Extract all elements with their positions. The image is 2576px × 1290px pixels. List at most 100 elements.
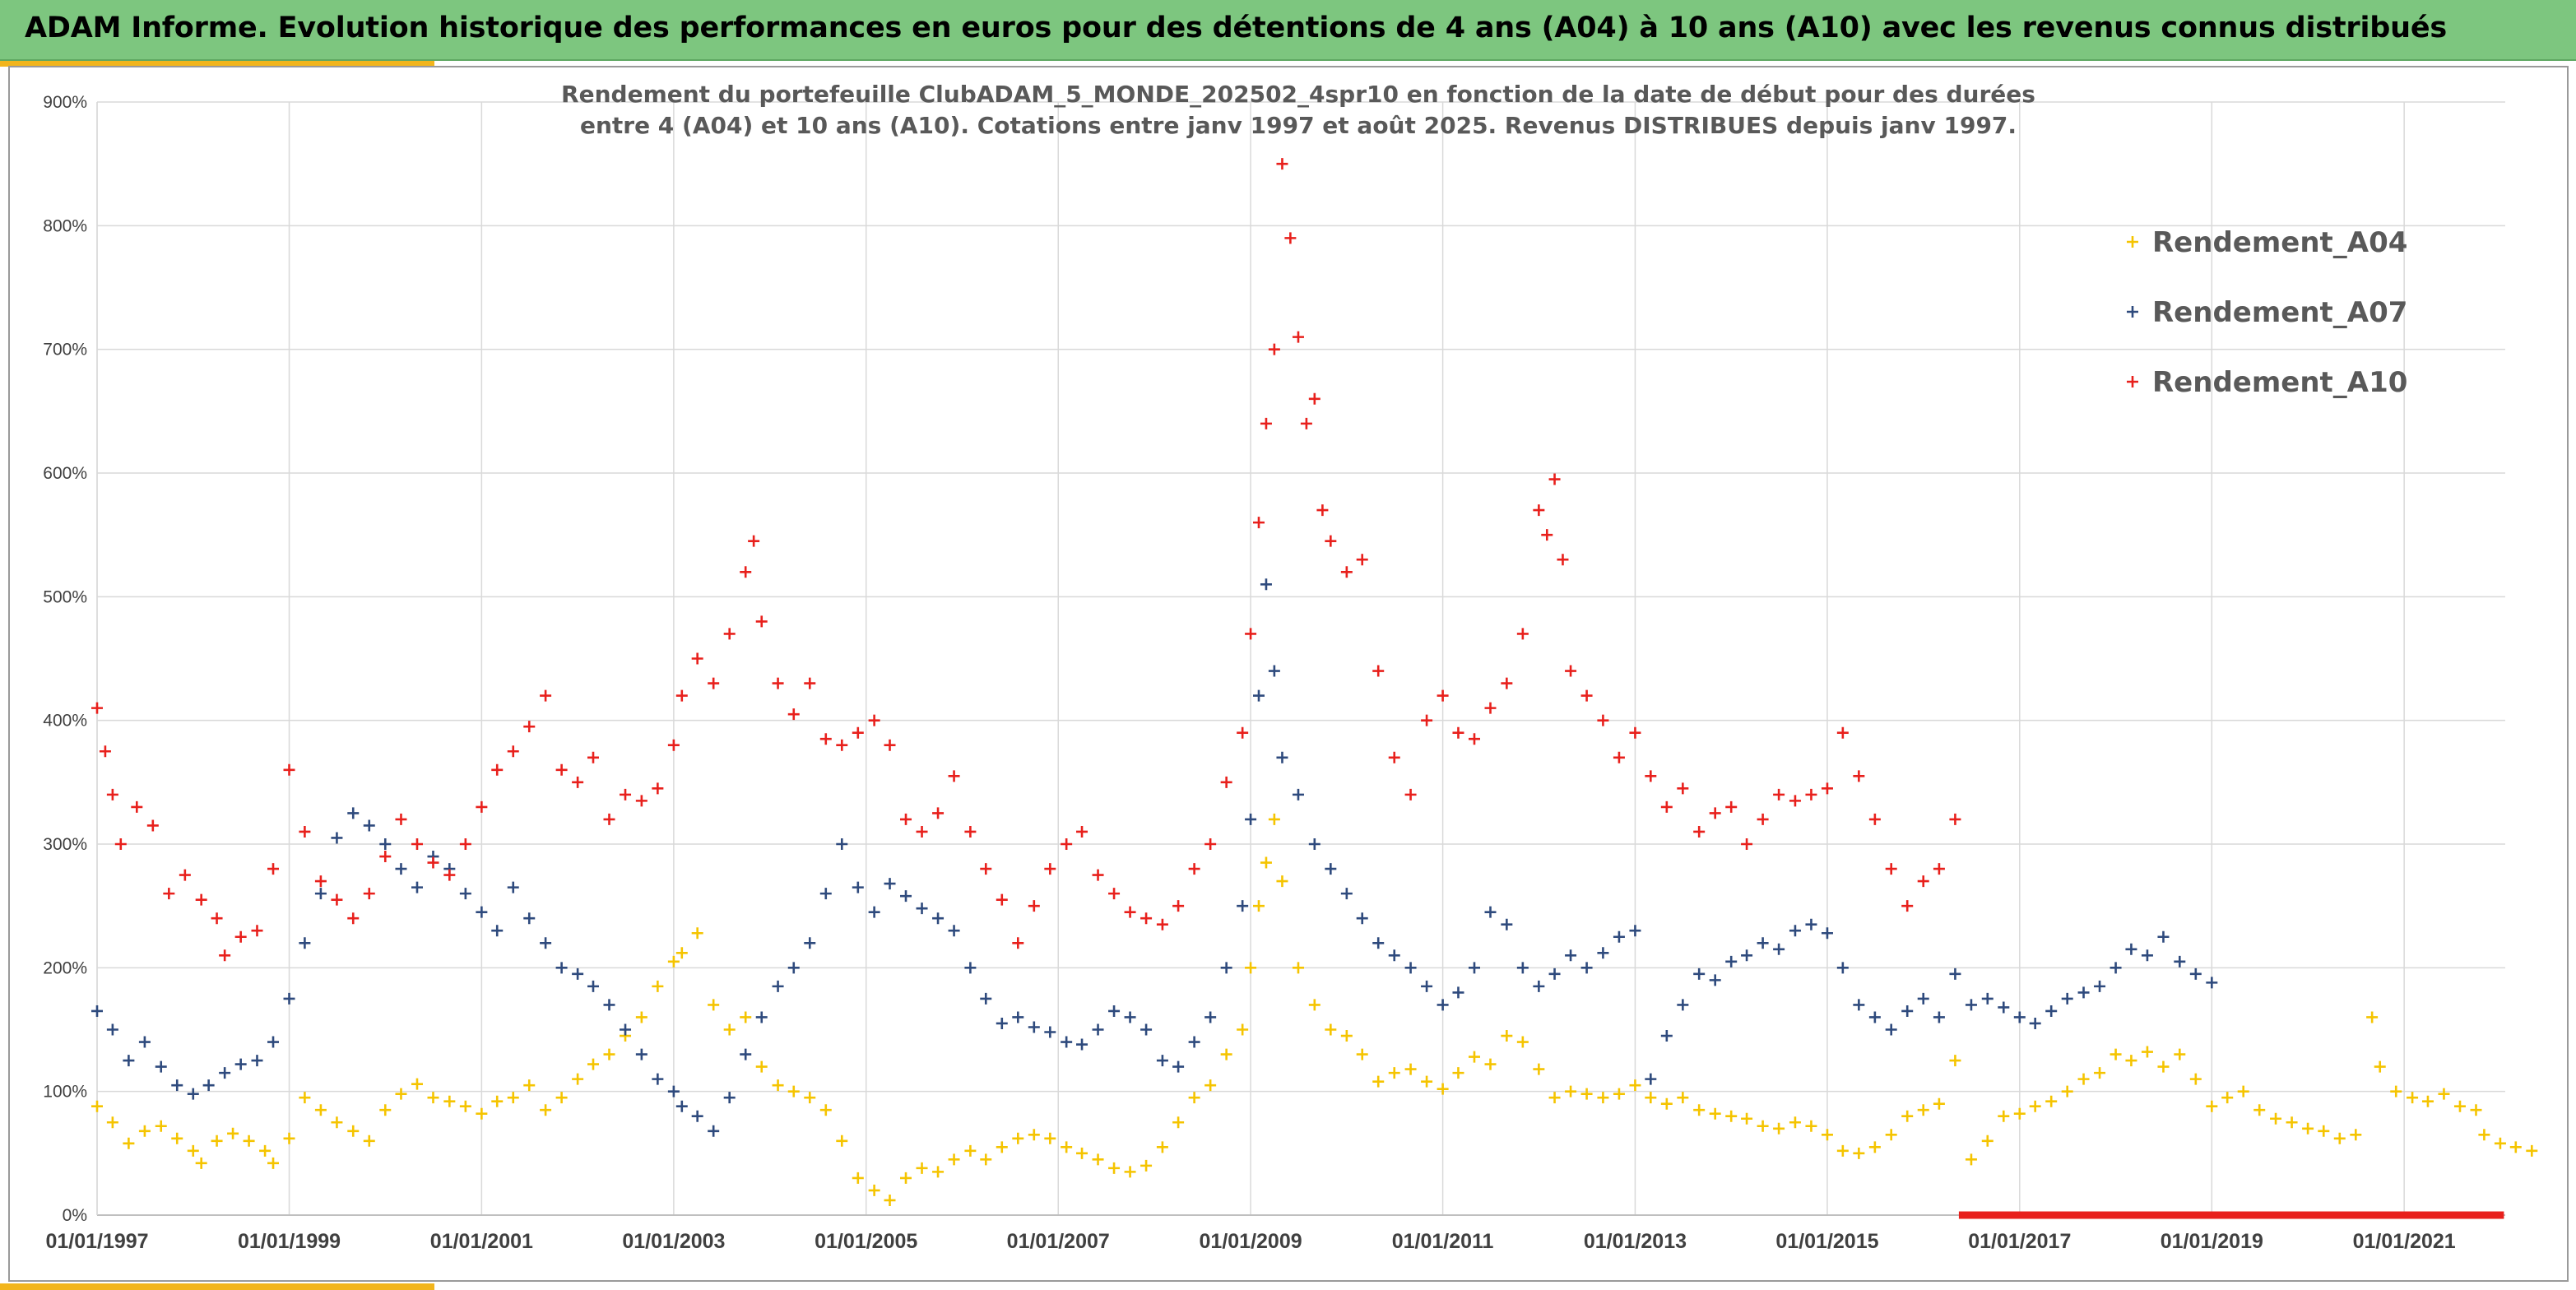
data-point (259, 1144, 272, 1157)
data-point (2061, 992, 2073, 1005)
data-point (1044, 863, 1056, 875)
legend: Rendement_A04 Rendement_A07 Rendement_A10 (2127, 226, 2407, 399)
data-point (106, 788, 118, 800)
data-point (2125, 1055, 2137, 1067)
data-point (2094, 1067, 2106, 1079)
data-point (91, 702, 103, 714)
data-point (740, 566, 752, 578)
data-point (2029, 1100, 2041, 1112)
data-point (251, 925, 263, 937)
data-point (2157, 930, 2170, 943)
y-tick-label: 0% (63, 1206, 87, 1225)
data-point (1220, 962, 1232, 974)
data-point (755, 615, 768, 628)
data-point (635, 1048, 647, 1060)
data-point (1044, 1132, 1056, 1144)
data-point (852, 1172, 864, 1184)
x-tick-label: 01/01/2021 (2353, 1230, 2456, 1253)
legend-item: Rendement_A07 (2127, 296, 2407, 329)
data-point (202, 1079, 215, 1092)
data-point (1356, 554, 1368, 566)
data-point (1076, 825, 1088, 838)
data-point (1998, 1001, 2010, 1014)
data-point (2206, 1100, 2218, 1112)
data-point (331, 1116, 343, 1129)
data-point (980, 992, 992, 1005)
data-point (1276, 751, 1288, 763)
data-point (1292, 962, 1304, 974)
data-point (1933, 1011, 1945, 1023)
data-point (219, 1067, 231, 1079)
data-point (1204, 1011, 1217, 1023)
data-point (1140, 912, 1153, 925)
data-point (1725, 800, 1738, 813)
data-point (1821, 1129, 1833, 1141)
data-point (868, 1184, 880, 1196)
data-point (91, 1100, 103, 1112)
data-point (1660, 1030, 1673, 1042)
data-point (443, 869, 456, 881)
data-point (755, 1011, 768, 1023)
x-axis-ticks: 01/01/1997 01/01/1999 01/01/2001 01/01/2003… (45, 1230, 2455, 1253)
data-point (1484, 702, 1497, 714)
data-point (852, 726, 864, 739)
gridlines (96, 101, 2505, 1216)
data-point (1789, 925, 1801, 937)
data-point (787, 962, 800, 974)
data-point (2189, 1073, 2202, 1085)
data-point (819, 1104, 832, 1116)
data-point (1501, 1030, 1513, 1042)
y-tick-label: 200% (43, 958, 87, 977)
data-point (171, 1132, 183, 1144)
accent-bar-top (0, 61, 434, 67)
data-point (1300, 417, 1312, 429)
data-point (1268, 665, 1280, 677)
data-point (819, 888, 832, 900)
data-point (572, 776, 584, 788)
data-point (1237, 726, 1249, 739)
data-point (572, 968, 584, 980)
data-point (916, 825, 928, 838)
data-point (1468, 962, 1480, 974)
data-point (1325, 1023, 1337, 1036)
data-point (2110, 962, 2122, 974)
data-point (804, 677, 816, 689)
data-point (772, 980, 784, 992)
data-point (652, 782, 664, 795)
x-tick-label: 01/01/2003 (622, 1230, 725, 1253)
data-point (2094, 980, 2106, 992)
data-point (900, 890, 912, 903)
data-point (667, 955, 680, 968)
x-tick-label: 01/01/2015 (1775, 1230, 1878, 1253)
data-point (2366, 1011, 2379, 1023)
data-point (1253, 689, 1265, 702)
legend-marker (2127, 376, 2138, 387)
data-point (804, 937, 816, 949)
data-point (1629, 1079, 1641, 1092)
y-tick-label: 800% (43, 216, 87, 235)
data-point (411, 838, 423, 850)
data-point (1885, 1129, 1897, 1141)
data-point (996, 1141, 1008, 1153)
data-point (572, 1073, 584, 1085)
data-point (1709, 974, 1721, 986)
data-point (1677, 999, 1689, 1011)
y-tick-label: 600% (43, 464, 87, 483)
data-point (1172, 900, 1185, 912)
data-point (1965, 1153, 1977, 1166)
data-point (1325, 535, 1337, 547)
data-point (1693, 1104, 1706, 1116)
data-point (1421, 980, 1433, 992)
x-tick-label: 01/01/2007 (1007, 1230, 1110, 1253)
data-point (1260, 856, 1272, 869)
data-point (1204, 838, 1217, 850)
data-point (2253, 1104, 2266, 1116)
data-point (1501, 918, 1513, 930)
data-point (2374, 1060, 2386, 1073)
data-point (675, 947, 688, 959)
data-point (2141, 949, 2153, 962)
data-point (836, 739, 848, 751)
data-point (1629, 726, 1641, 739)
data-point (1613, 1088, 1625, 1100)
data-point (2526, 1144, 2538, 1157)
